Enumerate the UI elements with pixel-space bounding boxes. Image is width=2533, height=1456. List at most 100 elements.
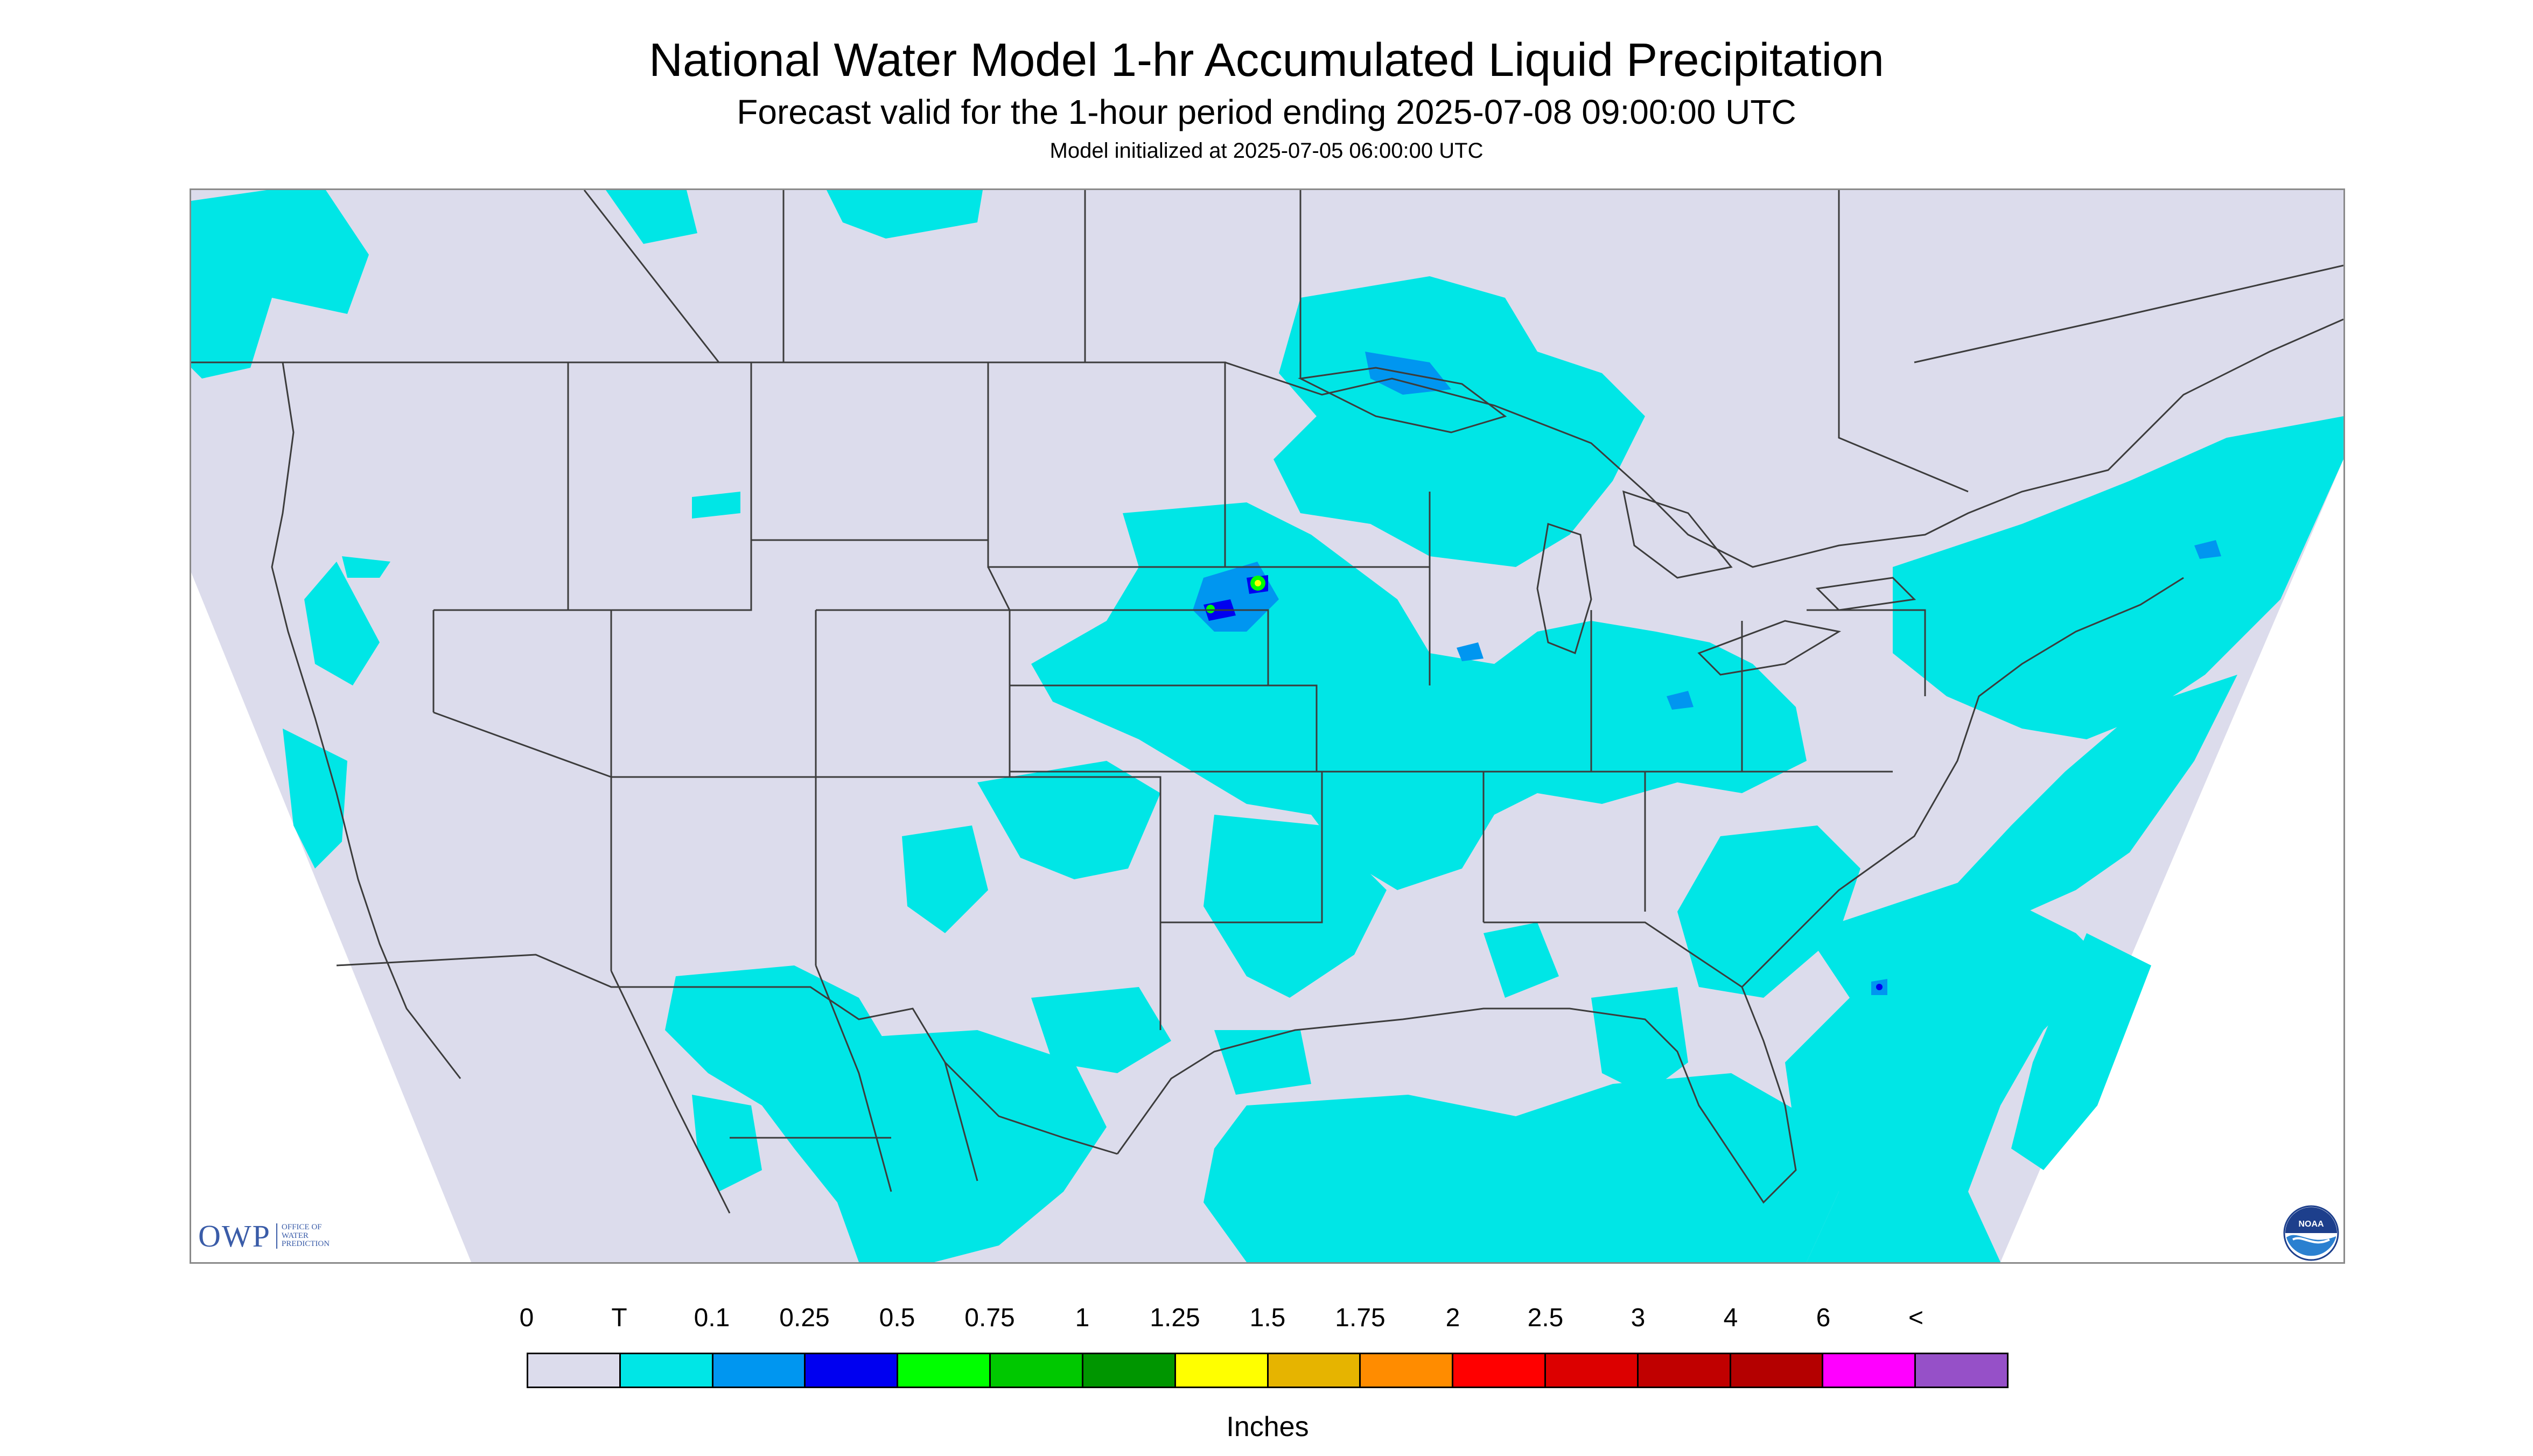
border-line — [1807, 609, 1926, 696]
noaa-logo-text: NOAA — [2298, 1220, 2324, 1229]
noaa-logo: NOAA — [2283, 1205, 2339, 1261]
legend-tick-label: 6 — [1816, 1304, 1831, 1332]
precip-trace-area — [2011, 933, 2151, 1170]
precip-trace-area — [692, 492, 740, 519]
legend-swatch — [620, 1354, 713, 1387]
precip-trace-area — [1031, 987, 1171, 1073]
legend-swatch — [1916, 1354, 2007, 1387]
precip-trace-area — [1936, 675, 2237, 933]
precip-trace-area — [304, 562, 380, 685]
legend-tick-label: 1.75 — [1335, 1304, 1386, 1332]
owp-sub-line: PREDICTION — [281, 1240, 330, 1249]
owp-logo-text: OWP — [198, 1219, 271, 1254]
precip-trace-area — [1677, 825, 1860, 998]
legend-tick-label: < — [1908, 1304, 1924, 1332]
legend-swatch — [1453, 1354, 1546, 1387]
legend-swatch — [1268, 1354, 1361, 1387]
border-line — [815, 965, 892, 1192]
border-line — [336, 954, 1118, 1155]
precipitation-map[interactable] — [190, 188, 2345, 1264]
border-line — [1484, 921, 1743, 988]
legend-tick-label: 0.5 — [879, 1304, 915, 1332]
owp-sub-line: OFFICE OF — [281, 1222, 322, 1231]
legend-swatch — [1545, 1354, 1639, 1387]
legend-swatch — [713, 1354, 806, 1387]
owp-logo-subtext: OFFICE OF WATER PREDICTION — [276, 1223, 330, 1249]
owp-logo: OWP OFFICE OF WATER PREDICTION — [198, 1218, 330, 1254]
legend-swatch — [1175, 1354, 1269, 1387]
border-line — [1010, 776, 1161, 965]
border-line — [1697, 620, 1842, 676]
border-line — [1298, 367, 1507, 433]
legend-tick-label: 2 — [1445, 1304, 1460, 1332]
legend-swatch — [1731, 1354, 1824, 1387]
legend-tick-label: 3 — [1631, 1304, 1646, 1332]
owp-sub-line: WATER — [281, 1231, 309, 1240]
legend-tick-label: 2.5 — [1527, 1304, 1564, 1332]
map-title: National Water Model 1-hr Accumulated Li… — [649, 34, 1884, 86]
legend-swatch — [806, 1354, 899, 1387]
map-canvas — [191, 190, 2343, 1262]
model-init-text: Model initialized at 2025-07-05 06:00:00… — [1049, 139, 1484, 163]
border-line — [987, 566, 1011, 611]
precip-light-area — [1457, 642, 1484, 661]
legend-swatch — [898, 1354, 991, 1387]
border-line — [1116, 986, 1797, 1204]
legend-swatch — [1083, 1354, 1176, 1387]
precip-light-area — [1667, 691, 1694, 710]
precip-trace-area — [1214, 1030, 1311, 1095]
border-line — [1914, 264, 2343, 363]
border-line — [1815, 577, 1916, 611]
precip-heavy-cells — [1193, 352, 2221, 995]
border-line — [568, 540, 752, 611]
precip-trace-area — [191, 190, 369, 379]
border-line — [1010, 609, 1269, 685]
border-line — [1741, 577, 2184, 988]
border-line — [1838, 190, 1969, 493]
legend-tick-label: 1.5 — [1249, 1304, 1286, 1332]
precip-trace-area — [977, 761, 1160, 879]
precip-trace-area — [762, 1030, 1107, 1262]
border-line — [610, 970, 731, 1214]
precip-medium-area — [1876, 984, 1883, 990]
legend-tick-label: T — [611, 1304, 627, 1332]
legend-swatch — [1823, 1354, 1916, 1387]
border-line — [1536, 523, 1592, 655]
political-borders — [191, 190, 2343, 1214]
precip-trace-area — [1591, 987, 1688, 1095]
border-line — [271, 362, 461, 1079]
precip-trace-area — [827, 190, 983, 239]
legend-swatch — [528, 1354, 621, 1387]
legend-tick-label: 0.75 — [964, 1304, 1015, 1332]
precip-peak-area — [1255, 580, 1261, 586]
legend-swatch — [991, 1354, 1083, 1387]
precip-trace-area — [902, 825, 988, 933]
precip-heavy-area — [1206, 605, 1215, 613]
legend-tick-label: 0.25 — [779, 1304, 830, 1332]
legend-colorbar — [527, 1353, 2009, 1388]
precip-light-area — [2194, 540, 2221, 559]
legend-tick-label: 0.1 — [694, 1304, 730, 1332]
border-line — [816, 609, 1011, 778]
precip-trace-area — [342, 556, 390, 578]
border-line — [944, 1062, 978, 1181]
legend-tick-label: 1 — [1075, 1304, 1090, 1332]
legend-tick-label: 4 — [1723, 1304, 1738, 1332]
border-line — [583, 190, 720, 363]
precip-trace-area — [606, 190, 697, 244]
precip-trace-area — [692, 1095, 762, 1192]
border-line — [1622, 490, 1733, 579]
legend-units: Inches — [1226, 1411, 1309, 1443]
map-subtitle: Forecast valid for the 1-hour period end… — [737, 93, 1796, 131]
color-legend: 0 T 0.1 0.25 0.5 0.75 1 1.25 1.5 1.75 2 2.5 3 4 6 < Inc… — [520, 1303, 2009, 1443]
legend-tick-label: 1.25 — [1150, 1304, 1200, 1332]
border-line — [433, 711, 612, 778]
precip-trace-area — [1785, 879, 2108, 1262]
border-line — [1160, 771, 1323, 923]
precip-trace-area — [1203, 815, 1387, 998]
precip-trace-area — [1203, 1073, 1839, 1262]
legend-tick-label: 0 — [519, 1304, 534, 1332]
precip-trace-area — [1893, 416, 2343, 739]
legend-swatch — [1638, 1354, 1731, 1387]
precip-trace-area — [1274, 276, 1645, 567]
